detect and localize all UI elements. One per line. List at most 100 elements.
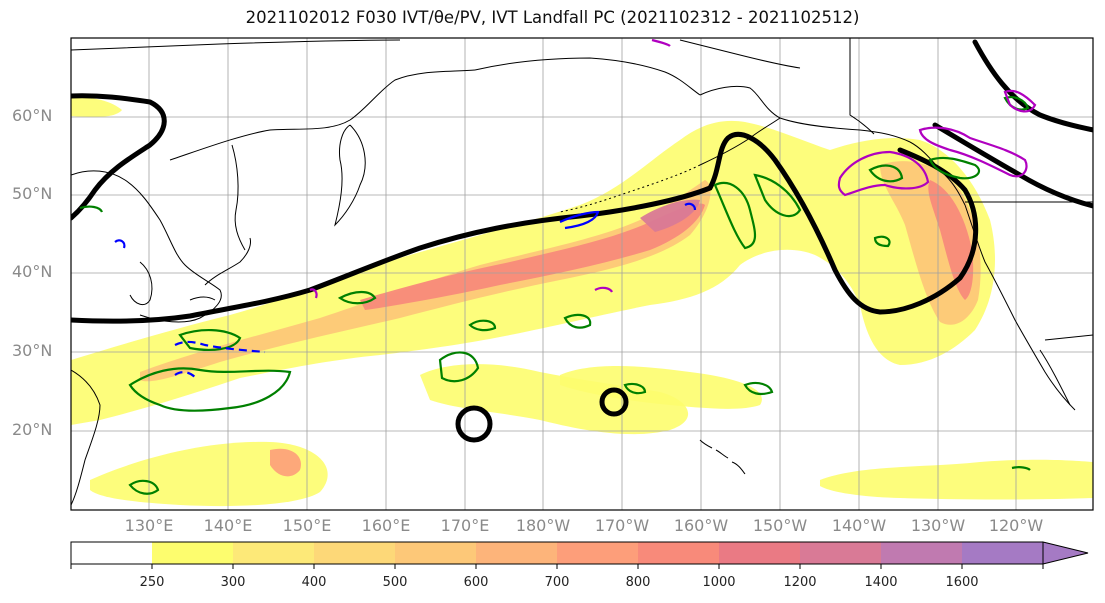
ivt-band-hawaii	[560, 366, 762, 409]
pv-contour-1	[128, 367, 292, 412]
pv-contour-17	[1011, 466, 1031, 471]
lon-label-150e: 150°E	[282, 516, 332, 535]
landfall-pc-contours	[309, 38, 1037, 299]
pv-contour-2	[178, 328, 242, 351]
pv-neg-5	[114, 239, 126, 249]
ivt-core-orange	[140, 180, 711, 382]
pv-negative-contours	[114, 202, 697, 379]
colorbar-segment	[800, 542, 882, 564]
lon-label-140w: 140°W	[831, 516, 887, 535]
colorbar-tick-label: 1600	[945, 575, 979, 590]
colorbar-tick-label: 400	[301, 575, 327, 590]
colorbar-tick-label: 500	[382, 575, 408, 590]
ivt-core-red	[360, 203, 705, 310]
colorbar-tick-label: 1000	[702, 575, 736, 590]
pv-contour-16	[623, 382, 647, 395]
coast-okhotsk	[169, 69, 476, 161]
landfall-pc-6	[651, 38, 671, 47]
colorbar-segment	[557, 542, 639, 564]
pv-neg-1	[559, 210, 600, 230]
colorbar-tick-label: 1400	[864, 575, 898, 590]
pv-contour-11	[873, 235, 891, 248]
landfall-pc-4	[594, 286, 613, 293]
lon-label-180w: 180°W	[515, 516, 571, 535]
colorbar-segment	[152, 542, 234, 564]
pv-contour-8	[753, 173, 802, 218]
pv-neg-2	[174, 340, 266, 354]
colorbar-tick-label: 300	[220, 575, 246, 590]
ivt-band-southeast	[820, 459, 1093, 500]
lon-label-150w: 150°W	[752, 516, 808, 535]
border-us-mexico	[1044, 334, 1093, 341]
border-alaska-canada	[849, 38, 875, 135]
theta-e-ring-east	[599, 387, 629, 417]
ivt-peak	[640, 199, 700, 232]
coast-hawaii	[699, 439, 746, 475]
lat-label-40n: 40°N	[12, 262, 53, 281]
coast-aleutians	[559, 164, 701, 213]
lon-label-170e: 170°E	[440, 516, 490, 535]
colorbar-extend-arrow	[1042, 541, 1089, 565]
coast-japan	[189, 237, 251, 301]
coast-kamchatka	[334, 124, 366, 227]
colorbar-segment	[71, 542, 153, 564]
pv-contour-7	[713, 182, 757, 250]
landfall-pc-2	[918, 126, 1028, 178]
map-frame	[70, 37, 1094, 511]
ivt-band-southwest	[90, 441, 328, 507]
coast-alaska	[699, 85, 911, 143]
colorbar-tick-label: 250	[139, 575, 165, 590]
lat-label-60n: 60°N	[12, 106, 53, 125]
pv-contour-14	[128, 479, 160, 495]
ivt-core-red-east	[928, 180, 974, 300]
pv-contour-10	[743, 381, 774, 396]
colorbar-segment	[314, 542, 396, 564]
pv-contour-9	[868, 164, 904, 183]
colorbar-segment	[719, 542, 801, 564]
lon-label-130w: 130°W	[910, 516, 966, 535]
lon-label-160w: 160°W	[673, 516, 729, 535]
colorbar-segment	[638, 542, 720, 564]
landfall-pc-5	[309, 288, 318, 299]
landfall-pc-1	[837, 150, 930, 197]
lon-label-120w: 120°W	[988, 516, 1044, 535]
lat-label-50n: 50°N	[12, 184, 53, 203]
lat-label-20n: 20°N	[12, 420, 53, 439]
colorbar-segment	[962, 542, 1044, 564]
theta-e-top-right	[972, 39, 1093, 133]
ivt-patch-140E	[270, 448, 301, 477]
coast-china-east	[71, 369, 101, 506]
graticule	[71, 38, 1093, 510]
pv-neg-3	[174, 371, 197, 379]
ivt-band-top-left	[71, 97, 122, 118]
coast-asia	[71, 170, 222, 323]
colorbar-segment	[881, 542, 963, 564]
colorbar-segment	[395, 542, 477, 564]
pv-contour-12	[928, 156, 981, 180]
pv-contour-3	[337, 290, 377, 305]
coast-korea	[129, 261, 153, 306]
colorbar-segment	[233, 542, 315, 564]
lon-label-170w: 170°W	[594, 516, 650, 535]
colorbar-ticks	[70, 564, 1044, 569]
pv-contour-15	[79, 205, 104, 213]
pv-contour-4	[438, 351, 480, 383]
colorbar-tick-label: 700	[544, 575, 570, 590]
landfall-pc-3	[1003, 89, 1037, 113]
figure-title: 2021102012 F030 IVT/θe/PV, IVT Landfall …	[245, 8, 860, 27]
pv-neg-4	[684, 202, 697, 211]
lat-label-30n: 30°N	[12, 341, 53, 360]
coast-siberia-north	[71, 39, 401, 51]
colorbar-tick-label: 600	[463, 575, 489, 590]
coast-baja	[1039, 349, 1071, 406]
lon-label-160e: 160°E	[361, 516, 411, 535]
coast-us-west	[964, 204, 1076, 411]
lon-label-140e: 140°E	[203, 516, 253, 535]
theta-e-top-left	[71, 93, 167, 221]
pv-positive-contours	[79, 96, 1031, 495]
coast-alaska-north	[679, 39, 801, 69]
pv-contour-5	[468, 319, 497, 332]
theta-e-ring-west	[455, 405, 493, 443]
